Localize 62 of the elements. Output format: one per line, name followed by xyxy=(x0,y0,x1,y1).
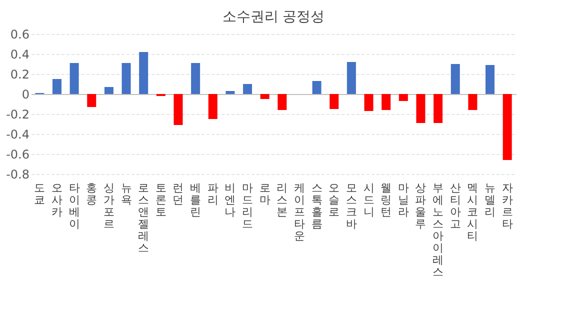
x-tick-label: 스톡홀름 xyxy=(311,182,322,230)
bar xyxy=(226,91,235,94)
x-tick-label: 오사카 xyxy=(51,182,62,218)
x-tick-label: 부에노스 아이레스 xyxy=(432,182,444,278)
x-tick-label: 뉴욕 xyxy=(120,182,132,206)
bar xyxy=(364,94,374,111)
x-tick-label: 비엔나 xyxy=(224,182,236,218)
x-tick-label: 마닐라 xyxy=(398,182,409,218)
x-tick-label: 도쿄 xyxy=(34,182,46,206)
x-tick-label: 마드리드 xyxy=(242,182,254,230)
y-tick-label: -0.6 xyxy=(6,148,30,162)
y-tick-label: -0.2 xyxy=(6,108,30,122)
x-tick-label: 런던 xyxy=(172,182,184,206)
bar xyxy=(52,79,62,94)
bar xyxy=(398,94,408,101)
x-tick-label: 모스크바 xyxy=(346,182,357,230)
bar xyxy=(468,94,478,110)
x-tick-label: 리스본 xyxy=(276,182,288,218)
x-tick-label: 베를린 xyxy=(190,182,202,218)
bar xyxy=(278,94,287,110)
bar xyxy=(416,94,426,123)
bar xyxy=(139,52,148,94)
bar xyxy=(70,63,79,94)
x-tick-label: 타이베이 xyxy=(68,182,80,230)
x-tick-label: 케이프 타운 xyxy=(294,182,305,242)
x-tick-label: 시드니 xyxy=(363,182,374,218)
x-tick-label: 홍콩 xyxy=(86,182,98,206)
chart-title: 소수권리 공정성 xyxy=(222,9,325,25)
bar xyxy=(346,62,356,94)
bar xyxy=(434,94,443,123)
bar xyxy=(312,81,322,94)
bar xyxy=(208,94,218,119)
bar xyxy=(382,94,391,110)
y-tick-label: -0.8 xyxy=(6,168,30,182)
bar xyxy=(450,64,460,94)
bar xyxy=(502,94,512,160)
x-tick-label: 자카르타 xyxy=(502,182,513,230)
x-tick-label: 토론토 xyxy=(155,182,166,218)
bar xyxy=(87,94,96,107)
y-tick-label: 0.2 xyxy=(10,68,30,82)
x-tick-label: 오슬로 xyxy=(328,182,340,218)
bar xyxy=(260,94,270,99)
x-tick-label: 상파울루 xyxy=(415,182,426,230)
bar xyxy=(243,84,252,94)
bar xyxy=(174,94,183,125)
x-tick-label: 싱가포르 xyxy=(103,182,114,230)
y-tick-label: -0.4 xyxy=(6,128,30,142)
bar xyxy=(122,63,131,94)
bar xyxy=(104,87,114,94)
x-tick-label: 멕시코 시티 xyxy=(467,182,478,242)
x-tick-label: 산티아고 xyxy=(450,182,461,230)
bar xyxy=(191,63,200,94)
y-tick-label: 0.6 xyxy=(10,28,30,42)
x-tick-label: 로스 앤젤레스 xyxy=(138,182,150,254)
x-tick-label: 파리 xyxy=(207,182,218,206)
y-tick-label: 0 xyxy=(22,88,30,102)
x-tick-label: 로마 xyxy=(259,182,270,206)
y-tick-label: 0.4 xyxy=(10,48,30,62)
x-tick-label: 뉴 델리 xyxy=(484,182,496,218)
x-tick-label: 웰링턴 xyxy=(380,182,392,218)
bar xyxy=(486,65,495,94)
bar xyxy=(330,94,339,109)
